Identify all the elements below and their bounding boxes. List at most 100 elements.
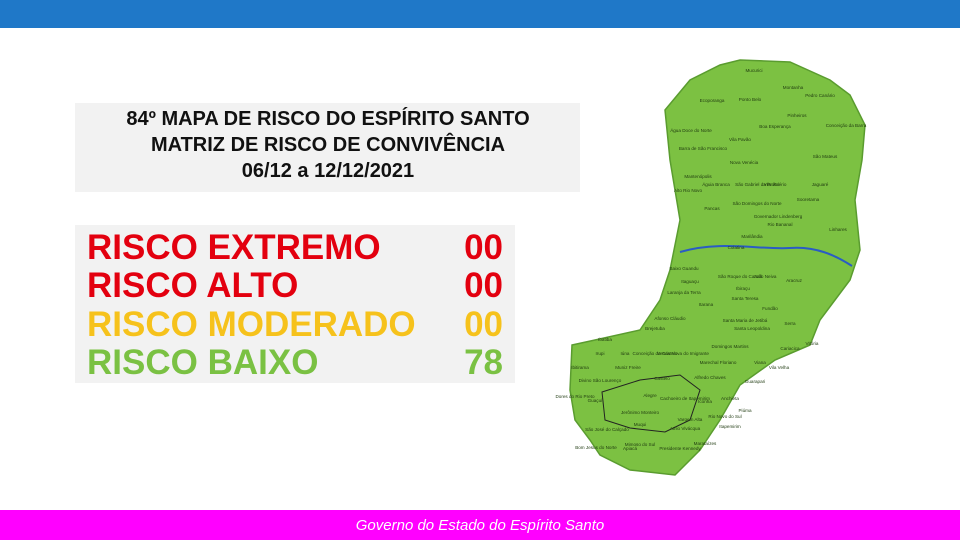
municipality-label: Marechal Floriano [700,360,737,365]
municipality-label: Pedro Canário [805,93,835,98]
municipality-label: Castelo [654,376,670,381]
municipality-label: São Gabriel da Palha [735,182,779,187]
municipality-label: Ibiraçu [736,286,750,291]
risk-label: RISCO ALTO [87,266,298,305]
municipality-label: Mucurici [745,68,762,73]
title-box [75,103,580,192]
municipality-label: Santa Leopoldina [734,326,770,331]
municipality-label: São Roque do Canaã [718,274,763,279]
risk-label: RISCO MODERADO [87,305,416,344]
map [569,59,866,476]
region-outline [601,374,701,433]
municipality-label: Venda Nova do Imigrante [657,351,709,356]
municipality-label: Divino São Lourenço [579,378,622,383]
municipality-label: Ecoporanga [700,98,725,103]
risk-count: 78 [464,343,503,382]
municipality-label: São Mateus [813,154,838,159]
municipality-label: Piúma [738,408,751,413]
municipality-label: Aracruz [786,278,803,283]
municipality-label: Rio Bananal [767,222,792,227]
municipality-label: Anchieta [721,396,739,401]
municipality-label: Itapemirim [719,424,741,429]
municipality-label: Viana [754,360,766,365]
municipality-label: Iúna [621,351,630,356]
municipality-label: Alto Rio Novo [674,188,703,193]
municipality-label: Vila Velha [769,365,790,370]
municipality-label: Apiacá [623,446,637,451]
municipality-label: São Domingos do Norte [732,201,781,206]
municipality-label: Fundão [762,306,778,311]
municipality-label: Águia Branca [702,181,730,187]
municipality-label: Alfredo Chaves [694,375,726,380]
municipality-label: Iconha [698,399,712,404]
municipality-label: Vitória [806,341,819,346]
risk-label: RISCO EXTREMO [87,228,381,267]
municipality-label: Barra de São Francisco [679,146,728,151]
municipality-label: Sooretama [797,197,820,202]
municipality-label: Marilândia [741,234,763,239]
top-bar [0,0,960,28]
municipality-label: Vila Valério [764,182,787,187]
municipality-label: Pinheiros [787,113,807,118]
risk-count: 00 [464,266,503,305]
municipality-label: Guaçuí [588,398,604,403]
risk-count: 00 [464,228,503,267]
municipality-label: Ponto Belo [739,97,762,102]
municipality-label: Linhares [829,227,847,232]
municipality-label: Jaguaré [812,182,829,187]
municipality-label: Mantenópolis [684,174,712,179]
municipality-label: Colatina [728,245,745,250]
title-line: MATRIZ DE RISCO DE CONVIVÊNCIA [151,132,505,156]
title-line: 06/12 a 12/12/2021 [242,160,414,182]
municipality-label: Santa Teresa [732,296,759,301]
risk-box [75,225,515,383]
risk-list: RISCO EXTREMO 00 RISCO ALTO 00 RISCO MODERAD… [87,228,503,382]
municipality-label: Governador Lindenberg [754,214,803,219]
municipality-label: Irupi [596,351,605,356]
municipality-label: Boa Esperança [759,124,791,129]
risk-count: 00 [464,305,503,344]
municipality-label: Santa Maria de Jetibá [723,318,768,323]
municipality-label: Domingos Martins [711,344,749,349]
municipality-label: Mimoso do Sul [625,442,655,447]
municipality-label: Alegre [643,393,657,398]
municipality-label: Bom Jesus do Norte [575,445,617,450]
municipality-label: Itaguaçu [681,279,699,284]
bottom-bar [0,510,960,540]
municipality-label: São José do Calçado [585,427,629,432]
municipality-label: Conceição da Barra [826,123,867,128]
municipality-label: Itarana [699,302,714,307]
municipality-label: Muqui [634,422,647,427]
municipality-label: Dores do Rio Preto [555,394,595,399]
river [679,245,853,267]
municipality-label: Nova Venécia [730,160,759,165]
municipality-label: Jerônimo Monteiro [621,410,659,415]
municipality-label: Marataízes [694,441,717,446]
municipality-label: Pancas [704,206,720,211]
municipality-label: Presidente Kennedy [659,446,701,451]
municipality-label: Baixo Guandu [669,266,699,271]
municipality-label: Afonso Cláudio [654,316,686,321]
state-shape [569,59,866,476]
title-line: 84º MAPA DE RISCO DO ESPÍRITO SANTO [126,107,529,130]
municipality-label: Muniz Freire [615,365,641,370]
municipality-label: Serra [784,321,796,326]
municipality-label: Brejetuba [645,326,665,331]
municipality-label: Guarapari [745,379,765,384]
municipality-label: Água Doce do Norte [670,127,712,133]
municipality-label: Ibitirama [571,365,589,370]
municipality-label: João Neiva [754,274,777,279]
footer-text: Governo do Estado do Espírito Santo [356,517,605,534]
municipality-label: Ibatiba [598,337,612,342]
municipality-label: Vargem Alta [678,417,703,422]
municipality-label: Cachoeiro de Itapemirim [660,396,710,401]
municipality-label: Conceição do Castelo [633,351,678,356]
municipality-label: Atílio Vivácqua [670,426,701,431]
risk-label: RISCO BAIXO [87,343,318,382]
municipality-label: Montanha [783,85,804,90]
municipality-label: Laranja da Terra [667,290,701,295]
municipality-label: Cariacica [780,346,800,351]
municipality-label: Rio Novo do Sul [708,414,741,419]
